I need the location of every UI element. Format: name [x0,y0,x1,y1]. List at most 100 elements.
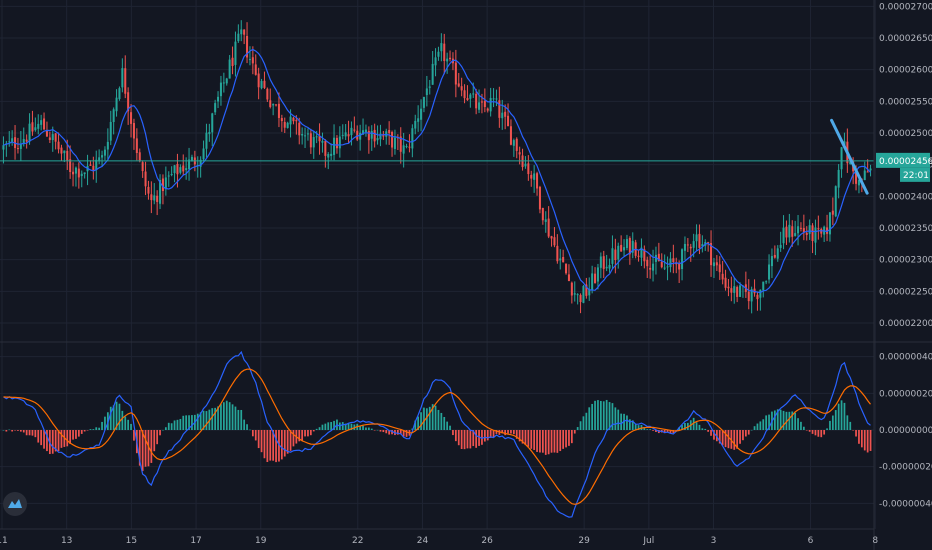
candle-body[interactable] [799,227,802,229]
macd-histogram-bar[interactable] [51,430,54,454]
candle-body[interactable] [364,129,367,133]
macd-histogram-bar[interactable] [466,430,469,449]
candle-body[interactable] [121,68,124,88]
candle-body[interactable] [257,73,260,88]
candle-body[interactable] [83,172,86,175]
candle-body[interactable] [678,263,681,270]
candle-body[interactable] [567,274,570,282]
macd-histogram-bar[interactable] [669,430,672,434]
candle-body[interactable] [518,152,521,155]
macd-histogram-bar[interactable] [608,402,611,430]
candle-body[interactable] [599,256,602,268]
candle-body[interactable] [591,273,594,290]
candle-body[interactable] [802,228,805,233]
macd-histogram-bar[interactable] [858,430,860,444]
macd-histogram-bar[interactable] [156,430,159,445]
macd-histogram-bar[interactable] [655,430,657,433]
candle-body[interactable] [16,148,19,150]
macd-histogram-bar[interactable] [782,410,785,430]
candle-body[interactable] [211,113,214,133]
macd-histogram-bar[interactable] [536,430,538,452]
candle-body[interactable] [164,177,167,190]
macd-histogram-bar[interactable] [469,430,472,449]
macd-histogram-bar[interactable] [521,430,524,444]
macd-histogram-bar[interactable] [512,430,515,435]
candle-body[interactable] [663,267,666,269]
macd-histogram-bar[interactable] [19,430,22,432]
macd-histogram-bar[interactable] [234,406,237,430]
macd-histogram-bar[interactable] [852,430,855,431]
candle-body[interactable] [327,154,330,158]
candle-body[interactable] [347,134,350,137]
macd-histogram-bar[interactable] [791,411,794,430]
candle-body[interactable] [138,152,141,161]
macd-histogram-bar[interactable] [307,430,309,437]
candle-body[interactable] [547,218,550,237]
macd-histogram-bar[interactable] [744,430,747,437]
macd-histogram-bar[interactable] [460,430,463,450]
candle-body[interactable] [707,242,710,244]
candle-body[interactable] [153,195,156,201]
candle-body[interactable] [437,51,440,57]
macd-histogram-bar[interactable] [713,430,715,440]
macd-histogram-bar[interactable] [428,406,431,430]
macd-histogram-bar[interactable] [692,417,695,430]
macd-histogram-bar[interactable] [179,418,182,430]
candle-body[interactable] [689,246,692,249]
macd-histogram-bar[interactable] [124,416,127,430]
candle-body[interactable] [127,92,130,112]
candle-body[interactable] [217,96,220,102]
macd-histogram-bar[interactable] [866,430,869,453]
candle-body[interactable] [562,256,565,263]
candle-body[interactable] [405,146,408,148]
candle-body[interactable] [768,264,771,280]
macd-histogram-bar[interactable] [773,410,776,430]
candle-body[interactable] [335,137,338,149]
candle-body[interactable] [721,273,724,280]
macd-histogram-bar[interactable] [396,430,399,435]
candle-body[interactable] [443,43,446,61]
candle-body[interactable] [420,108,423,120]
macd-histogram-bar[interactable] [698,424,701,430]
macd-histogram-bar[interactable] [164,427,167,430]
candle-body[interactable] [463,90,466,99]
candle-body[interactable] [730,288,733,293]
candle-body[interactable] [330,153,333,156]
candle-body[interactable] [237,33,240,42]
trend-line[interactable] [830,118,869,195]
candle-body[interactable] [805,232,808,235]
macd-histogram-bar[interactable] [826,428,828,430]
candle-body[interactable] [28,123,31,142]
macd-histogram-bar[interactable] [681,424,683,430]
macd-histogram-bar[interactable] [431,404,434,430]
candle-body[interactable] [89,164,92,166]
candle-body[interactable] [40,120,43,125]
macd-histogram-bar[interactable] [414,420,417,430]
candle-body[interactable] [594,273,597,284]
candle-body[interactable] [710,243,713,266]
candle-body[interactable] [277,103,280,118]
candle-body[interactable] [130,112,133,124]
macd-histogram-bar[interactable] [800,421,802,430]
candle-body[interactable] [283,121,286,128]
macd-histogram-bar[interactable] [133,430,135,441]
candle-body[interactable] [831,210,834,215]
candle-body[interactable] [315,136,318,138]
current-price-tag[interactable] [876,152,930,168]
macd-histogram-bar[interactable] [582,416,585,430]
macd-histogram-bar[interactable] [243,419,246,430]
macd-histogram-bar[interactable] [710,430,712,436]
macd-histogram-bar[interactable] [5,430,8,432]
macd-histogram-bar[interactable] [794,412,797,430]
candle-body[interactable] [857,179,860,186]
candle-body[interactable] [141,162,144,172]
candle-body[interactable] [692,241,695,248]
macd-histogram-bar[interactable] [504,430,507,436]
candle-body[interactable] [92,165,95,170]
macd-histogram-bar[interactable] [788,411,791,430]
candle-body[interactable] [202,148,205,160]
candle-body[interactable] [466,98,469,101]
macd-histogram-bar[interactable] [98,427,101,430]
candle-body[interactable] [869,168,872,171]
macd-histogram-bar[interactable] [591,403,594,430]
